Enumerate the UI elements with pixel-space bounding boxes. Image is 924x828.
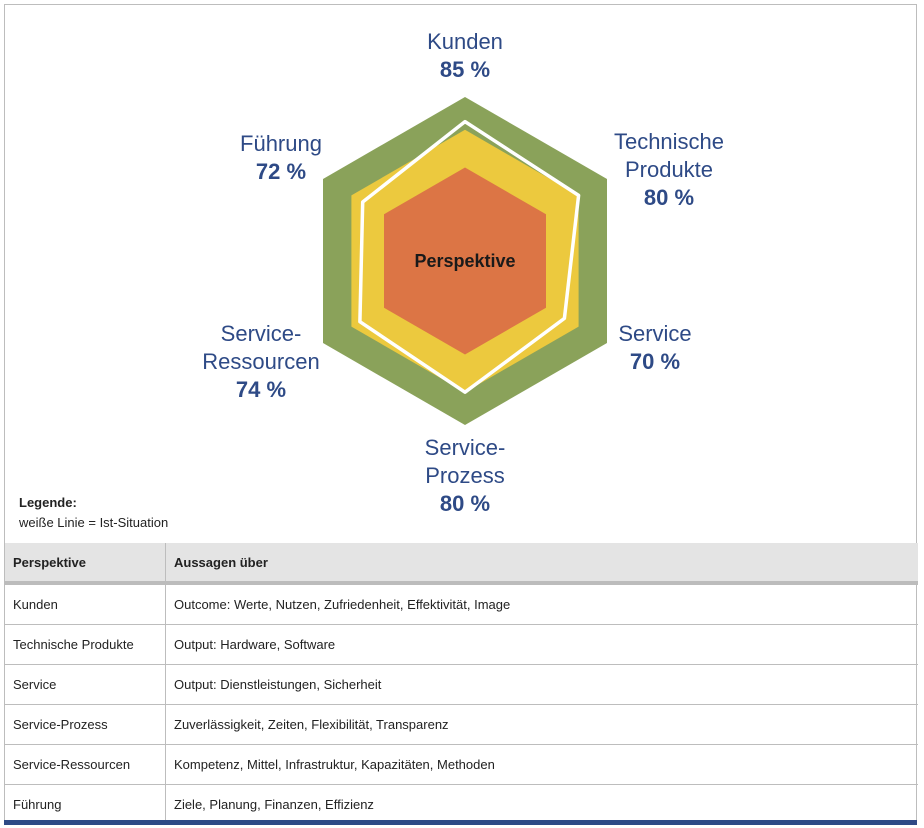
axis-label: Service- bbox=[425, 435, 506, 460]
legend: Legende: weiße Linie = Ist-Situation bbox=[19, 493, 168, 533]
table-row: Service-Ressourcen Kompetenz, Mittel, In… bbox=[5, 744, 918, 785]
table-cell-perspective: Service-Ressourcen bbox=[5, 744, 166, 785]
table-cell-statement: Ziele, Planung, Finanzen, Effizienz bbox=[174, 797, 374, 812]
table-cell-statement: Kompetenz, Mittel, Infrastruktur, Kapazi… bbox=[165, 744, 918, 785]
axis-value-label: 80 % bbox=[440, 491, 490, 516]
actual-situation-line bbox=[358, 119, 581, 394]
axis-label: Kunden bbox=[427, 29, 503, 54]
table-cell-perspective: Führung bbox=[5, 784, 166, 824]
radar-chart: Perspektive Kunden 85 % Technische Produkte 8… bbox=[5, 5, 918, 543]
axis-value-label: 74 % bbox=[236, 377, 286, 402]
axis-label: Service bbox=[618, 321, 691, 346]
table-row: Service-Prozess Zuverlässigkeit, Zeiten,… bbox=[5, 704, 918, 745]
legend-text: weiße Linie = Ist-Situation bbox=[19, 515, 169, 530]
table-cell-perspective: Technische Produkte bbox=[5, 624, 166, 665]
table-row: Führung Ziele, Planung, Finanzen, Effizi… bbox=[5, 784, 918, 824]
table-row: Kunden Outcome: Werte, Nutzen, Zufrieden… bbox=[5, 583, 918, 625]
table-header-aussagen: Aussagen über bbox=[165, 543, 918, 585]
axis-label: Technische bbox=[614, 129, 724, 154]
axis-label: Führung bbox=[240, 131, 322, 156]
axis-label: Ressourcen bbox=[202, 349, 319, 374]
axis-value-label: 70 % bbox=[630, 349, 680, 374]
table-row: Technische Produkte Output: Hardware, So… bbox=[5, 624, 918, 665]
axis-label: Produkte bbox=[625, 157, 713, 182]
axis-label: Prozess bbox=[425, 463, 504, 488]
bottom-accent-bar bbox=[4, 820, 917, 825]
table-cell-statement: Output: Dienstleistungen, Sicherheit bbox=[165, 664, 918, 705]
table-cell-statement: Output: Hardware, Software bbox=[165, 624, 918, 665]
legend-title: Legende: bbox=[19, 495, 77, 510]
axis-value-label: 85 % bbox=[440, 57, 490, 82]
axis-value-label: 72 % bbox=[256, 159, 306, 184]
center-label: Perspektive bbox=[414, 251, 515, 271]
figure-frame: Perspektive Kunden 85 % Technische Produkte 8… bbox=[4, 4, 918, 824]
table-cell-perspective: Kunden bbox=[5, 583, 166, 625]
table-row: Service Output: Dienstleistungen, Sicher… bbox=[5, 664, 918, 705]
table-cell-perspective: Service-Prozess bbox=[5, 704, 166, 745]
radar-inner-band bbox=[384, 167, 546, 355]
table-cell-statement: Zuverlässigkeit, Zeiten, Flexibilität, T… bbox=[165, 704, 918, 745]
radar-svg: Perspektive Kunden 85 % Technische Produkte 8… bbox=[202, 29, 724, 516]
table-header-row: Perspektive Aussagen über bbox=[5, 543, 918, 585]
perspective-table: Perspektive Aussagen über Kunden Outcome… bbox=[5, 543, 918, 824]
table-cell-perspective: Service bbox=[5, 664, 166, 705]
table-header-perspektive: Perspektive bbox=[5, 543, 166, 585]
axis-label: Service- bbox=[221, 321, 302, 346]
axis-value-label: 80 % bbox=[644, 185, 694, 210]
table-cell-statement: Outcome: Werte, Nutzen, Zufriedenheit, E… bbox=[165, 583, 918, 625]
